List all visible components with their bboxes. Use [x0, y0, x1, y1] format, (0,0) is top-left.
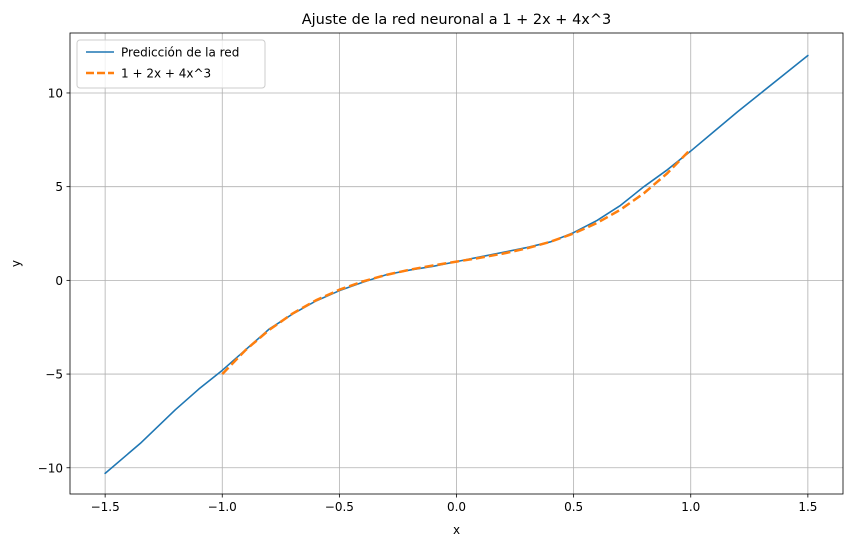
grid: [70, 33, 843, 494]
legend-label-target: 1 + 2x + 4x^3: [121, 67, 211, 81]
y-tick-label: −10: [38, 461, 63, 475]
legend: Predicción de la red 1 + 2x + 4x^3: [76, 39, 266, 89]
y-tick-label: 10: [48, 86, 63, 100]
x-tick-label: −0.5: [325, 500, 354, 514]
legend-box: [76, 39, 266, 89]
x-tick-label: 0.0: [447, 500, 466, 514]
x-tick-label: 1.5: [798, 500, 817, 514]
y-tick-label: 0: [55, 274, 63, 288]
series-line-1: [221, 148, 692, 375]
legend-label-prediction: Predicción de la red: [121, 46, 239, 60]
y-tick-label: −5: [45, 368, 63, 382]
series-layer: [104, 54, 809, 475]
y-tick-label: 5: [55, 180, 63, 194]
y-axis-label: y: [9, 260, 23, 267]
x-axis-ticks: −1.5 −1.0 −0.5 0.0 0.5 1.0 1.5: [91, 494, 817, 514]
y-axis-ticks: −10 −5 0 5 10: [38, 86, 70, 475]
chart-title: Ajuste de la red neuronal a 1 + 2x + 4x^…: [302, 12, 612, 28]
x-tick-label: 0.5: [564, 500, 583, 514]
x-tick-label: −1.0: [208, 500, 237, 514]
x-tick-label: 1.0: [681, 500, 700, 514]
x-tick-label: −1.5: [91, 500, 120, 514]
x-axis-label: x: [453, 523, 460, 537]
